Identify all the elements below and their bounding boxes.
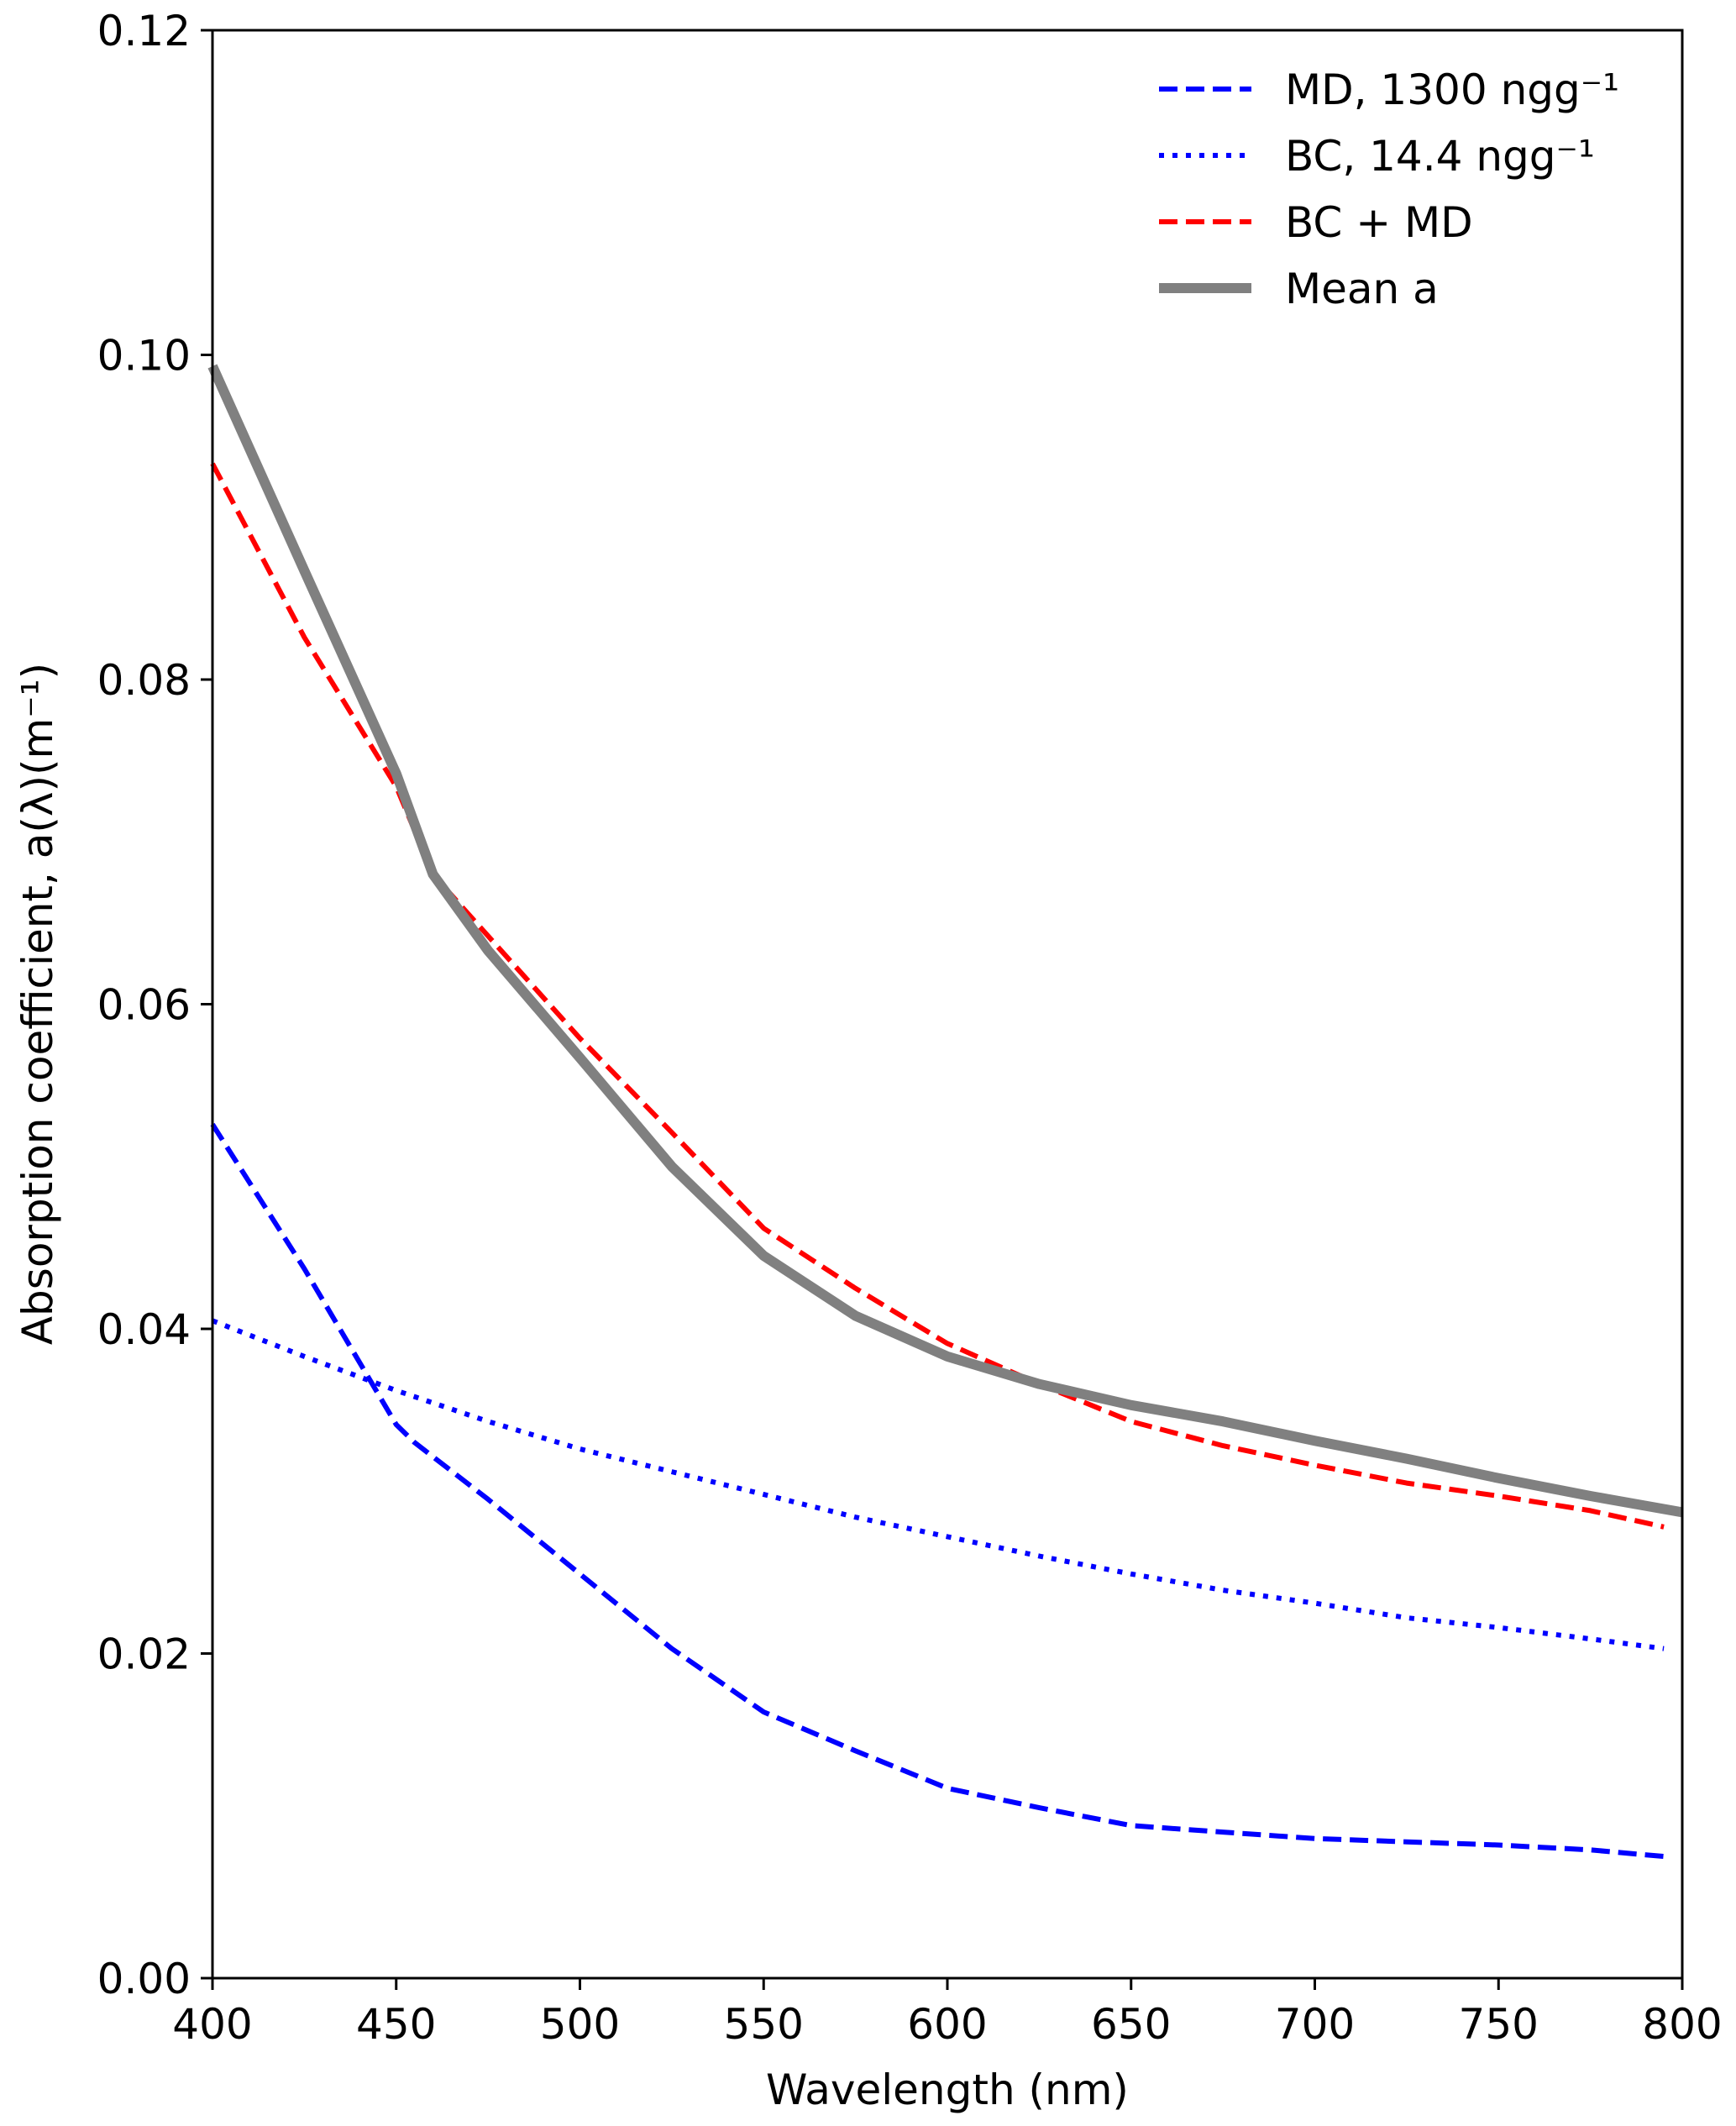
y-tick-label: 0.08 (97, 656, 191, 705)
y-axis: 0.00 0.02 0.04 0.06 0.08 0.10 0.12 (97, 7, 212, 2003)
legend-label: BC + MD (1285, 198, 1473, 247)
series-line-2 (210, 462, 1665, 1530)
y-tick-label: 0.06 (97, 981, 191, 1030)
y-tick-label: 0.04 (97, 1305, 191, 1354)
series-line-1 (211, 1318, 1665, 1651)
x-tick-label: 750 (1459, 2000, 1539, 2049)
y-tick-label: 0.12 (97, 7, 191, 55)
axes-frame (211, 29, 1684, 1980)
y-tick-label: 0.00 (97, 1955, 191, 2003)
x-tick-label: 700 (1275, 2000, 1355, 2049)
x-tick-label: 500 (540, 2000, 620, 2049)
x-tick-label: 800 (1642, 2000, 1722, 2049)
x-tick-label: 550 (724, 2000, 804, 2049)
x-tick-label: 600 (907, 2000, 987, 2049)
y-tick-label: 0.02 (97, 1630, 191, 1679)
legend-label: BC, 14.4 ngg⁻¹ (1285, 132, 1595, 181)
legend: MD, 1300 ngg⁻¹ BC, 14.4 ngg⁻¹ BC + MD Mean … (1159, 66, 1619, 313)
x-tick-label: 400 (172, 2000, 252, 2049)
plot-area (207, 364, 1684, 1860)
x-axis: 400 450 500 550 600 650 700 750 800 (172, 1978, 1723, 2049)
series-line-0 (210, 1122, 1665, 1860)
series-line-3 (207, 364, 1684, 1518)
x-tick-label: 650 (1091, 2000, 1171, 2049)
x-axis-label: Wavelength (nm) (766, 2066, 1129, 2114)
legend-label: MD, 1300 ngg⁻¹ (1285, 66, 1619, 114)
x-tick-label: 450 (356, 2000, 436, 2049)
y-axis-label: Absorption coefficient, a(λ)(m⁻¹) (13, 663, 62, 1345)
y-tick-label: 0.10 (97, 332, 191, 381)
legend-label: Mean a (1285, 265, 1439, 313)
